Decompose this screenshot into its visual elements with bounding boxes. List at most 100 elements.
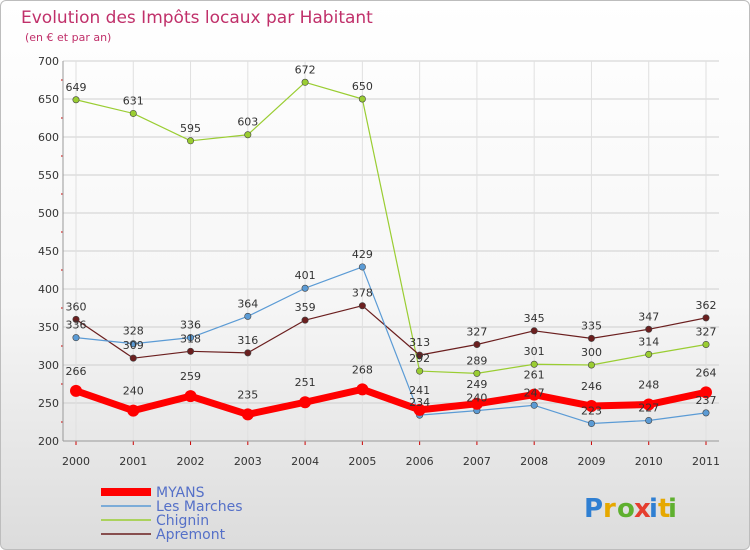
chart-title: Evolution des Impôts locaux par Habitant <box>21 8 373 28</box>
logo-letter: P <box>584 494 603 524</box>
legend-label: Apremont <box>156 527 226 543</box>
data-label: 268 <box>352 363 373 376</box>
data-label: 313 <box>409 336 430 349</box>
data-label: 240 <box>123 385 144 398</box>
data-point <box>642 398 655 411</box>
legend-label: Les Marches <box>156 499 243 515</box>
y-tick-label: 600 <box>38 131 59 144</box>
x-tick-label: 2010 <box>635 455 663 468</box>
data-point <box>587 361 595 369</box>
data-label: 328 <box>123 325 144 338</box>
data-label: 336 <box>180 319 201 332</box>
series-line-chignin <box>75 81 707 374</box>
x-tick-label: 2000 <box>62 455 90 468</box>
data-point <box>72 315 80 323</box>
data-point <box>585 400 598 413</box>
data-label: 237 <box>696 394 717 407</box>
data-point <box>413 403 426 416</box>
data-point <box>528 388 541 401</box>
data-point <box>301 284 309 292</box>
data-label: 259 <box>180 370 201 383</box>
data-label: 314 <box>638 335 659 348</box>
data-point <box>244 131 252 139</box>
y-tick-label: 400 <box>38 283 59 296</box>
data-label: 246 <box>581 380 602 393</box>
data-label: 292 <box>409 352 430 365</box>
data-label: 649 <box>66 81 87 94</box>
data-point <box>187 334 195 342</box>
x-tick-label: 2009 <box>577 455 605 468</box>
logo-letter: t <box>658 494 670 524</box>
data-label: 362 <box>696 299 717 312</box>
data-label: 631 <box>123 94 144 107</box>
data-label: 603 <box>237 116 258 129</box>
data-label: 595 <box>180 122 201 135</box>
x-tick-label: 2008 <box>520 455 548 468</box>
data-label: 318 <box>180 332 201 345</box>
data-label: 327 <box>696 325 717 338</box>
data-point <box>70 384 82 397</box>
legend-label: MYANS <box>156 485 205 501</box>
data-point <box>129 340 137 348</box>
series-layer <box>70 78 712 428</box>
grid-layer <box>63 60 719 442</box>
data-label: 429 <box>352 248 373 261</box>
data-point <box>72 334 80 342</box>
data-label: 345 <box>524 312 545 325</box>
data-point <box>358 302 366 310</box>
x-tick-label: 2004 <box>291 455 319 468</box>
data-point <box>702 409 710 417</box>
data-point <box>645 350 653 358</box>
data-label: 300 <box>581 346 602 359</box>
data-label: 240 <box>466 392 487 405</box>
x-tick-label: 2011 <box>692 455 720 468</box>
data-label: 360 <box>66 300 87 313</box>
data-label: 316 <box>237 334 258 347</box>
data-label: 309 <box>123 339 144 352</box>
data-point <box>184 390 197 403</box>
data-point <box>416 351 424 359</box>
data-point <box>301 78 309 86</box>
data-label: 241 <box>409 384 430 397</box>
x-tick-label: 2002 <box>177 455 205 468</box>
data-point <box>416 367 424 375</box>
x-tick-label: 2006 <box>406 455 434 468</box>
data-point <box>358 263 366 271</box>
y-tick-label: 650 <box>38 93 59 106</box>
logo-letter: i <box>668 494 677 524</box>
data-label: 249 <box>466 378 487 391</box>
data-label: 223 <box>581 405 602 418</box>
data-point <box>358 95 366 103</box>
data-label: 336 <box>66 319 87 332</box>
logo-letter: x <box>634 494 651 524</box>
data-point <box>301 316 309 324</box>
data-point <box>356 383 369 396</box>
x-tick-label: 2003 <box>234 455 262 468</box>
data-point <box>473 340 481 348</box>
data-point <box>700 386 712 399</box>
data-label: 359 <box>295 301 316 314</box>
data-point <box>587 334 595 342</box>
data-point <box>530 401 538 409</box>
logo-letter: r <box>603 494 616 524</box>
data-label: 248 <box>638 379 659 392</box>
data-point <box>129 109 137 117</box>
data-label: 301 <box>524 345 545 358</box>
axis-layer: 200 250 300 350 400 450 500 550 600 650 700 2000 200… <box>38 55 720 468</box>
data-label: 289 <box>466 354 487 367</box>
x-tick-label: 2001 <box>119 455 147 468</box>
data-label: 234 <box>409 396 430 409</box>
data-label: 364 <box>237 297 258 310</box>
data-label: 266 <box>66 365 87 378</box>
data-point <box>702 340 710 348</box>
data-point <box>72 96 80 104</box>
data-label: 235 <box>237 388 258 401</box>
logo-letter: o <box>617 494 635 524</box>
data-point <box>244 312 252 320</box>
data-point <box>187 137 195 145</box>
data-label: 264 <box>696 366 717 379</box>
data-point <box>127 404 140 417</box>
